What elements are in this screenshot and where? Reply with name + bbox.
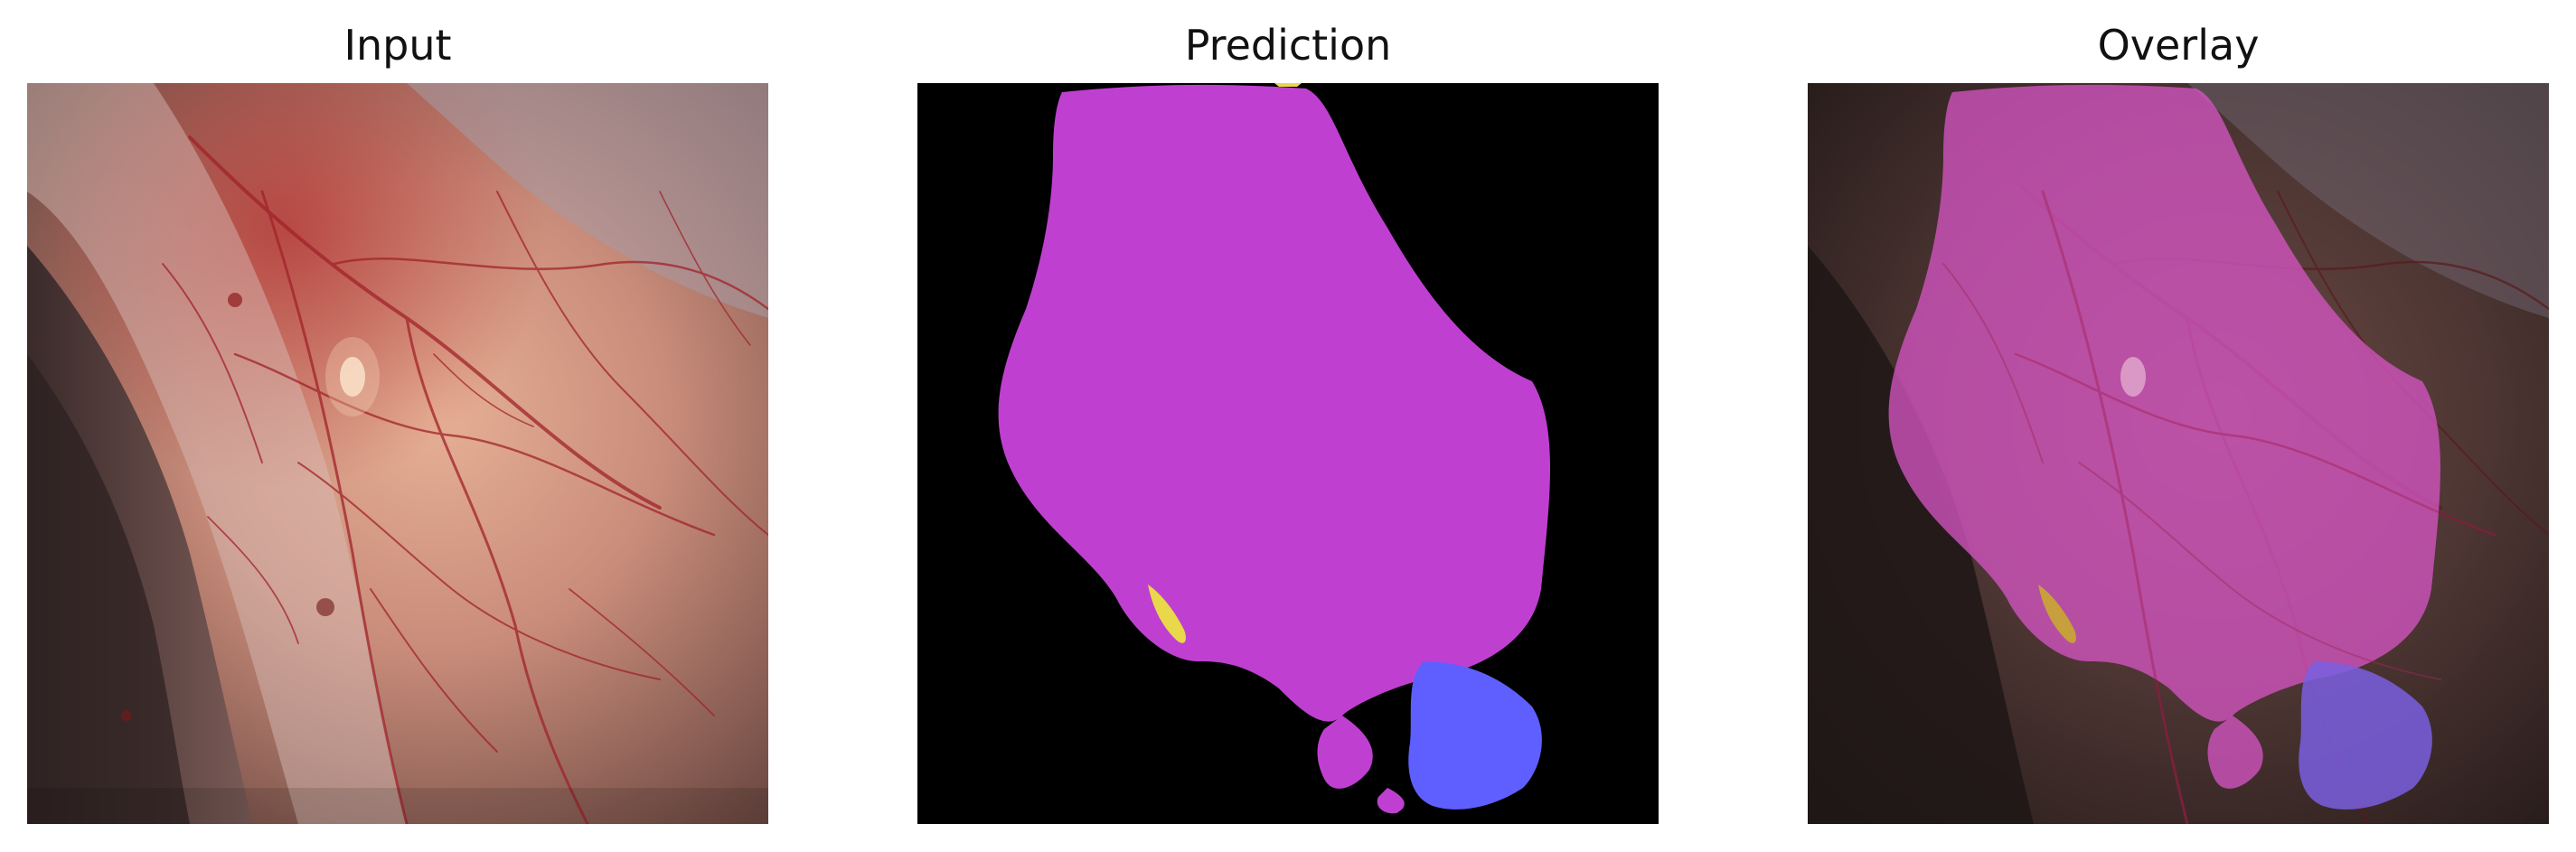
input-image-panel xyxy=(27,83,768,824)
overlay-image-panel xyxy=(1808,83,2549,824)
yellow-top-fleck xyxy=(1274,83,1302,87)
magenta-segment-region xyxy=(998,84,1550,722)
prediction-panel-title: Prediction xyxy=(1184,21,1392,70)
magenta-dot xyxy=(1377,788,1405,814)
prediction-mask xyxy=(917,83,1659,824)
overlay-yellow-region xyxy=(2038,585,2076,643)
overlay-blue-region xyxy=(2299,661,2432,810)
overlay-panel-title: Overlay xyxy=(2097,21,2260,70)
prediction-mask-panel xyxy=(917,83,1659,824)
magenta-small-tail xyxy=(1317,716,1373,789)
input-panel-title: Input xyxy=(343,21,452,70)
yellow-segment-region xyxy=(1148,585,1186,643)
overlay-magenta-region xyxy=(1888,84,2440,722)
overlay-image xyxy=(1808,83,2549,824)
input-endoscopy-image xyxy=(27,83,768,824)
blue-segment-region xyxy=(1408,661,1542,810)
